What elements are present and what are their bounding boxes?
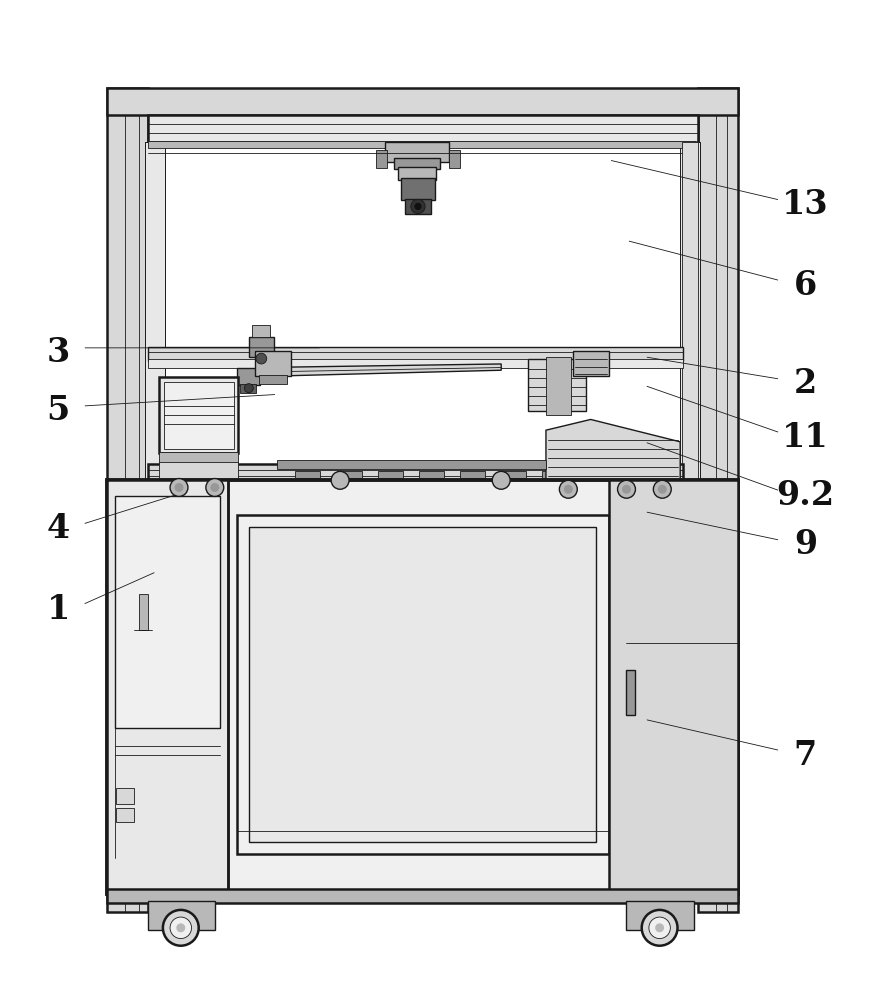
Bar	[116, 808, 134, 822]
Circle shape	[563, 485, 572, 494]
Bar	[148, 141, 695, 148]
Bar	[159, 462, 238, 482]
Text: 13: 13	[781, 188, 828, 221]
Circle shape	[210, 483, 219, 492]
Polygon shape	[259, 364, 501, 376]
Circle shape	[492, 471, 510, 489]
Text: 1: 1	[46, 593, 70, 626]
Circle shape	[256, 353, 266, 364]
Bar	[418, 471, 443, 478]
Bar	[249, 337, 274, 357]
Circle shape	[331, 471, 349, 489]
Bar	[164, 382, 233, 449]
Circle shape	[559, 480, 577, 498]
Circle shape	[410, 199, 425, 214]
Polygon shape	[107, 88, 148, 912]
Bar	[460, 471, 485, 478]
Bar	[449, 150, 460, 168]
Polygon shape	[545, 419, 679, 482]
Bar	[384, 142, 449, 162]
Bar	[159, 377, 238, 453]
Text: 2: 2	[793, 367, 816, 400]
Bar	[139, 594, 148, 630]
Bar	[148, 464, 682, 482]
Bar	[145, 142, 164, 482]
Bar	[626, 670, 634, 715]
Text: 6: 6	[793, 269, 816, 302]
Bar	[679, 142, 699, 482]
Bar	[159, 452, 238, 464]
Bar	[681, 142, 697, 482]
Bar	[148, 901, 215, 930]
Text: 9.2: 9.2	[776, 479, 833, 512]
Circle shape	[206, 479, 224, 496]
Bar	[626, 901, 693, 930]
Polygon shape	[697, 88, 738, 912]
Polygon shape	[107, 88, 738, 115]
Text: 3: 3	[46, 336, 70, 369]
Circle shape	[174, 483, 183, 492]
Bar	[545, 357, 570, 415]
Bar	[679, 142, 699, 482]
Bar	[258, 375, 287, 384]
Text: 4: 4	[46, 512, 70, 545]
Circle shape	[641, 910, 677, 946]
Circle shape	[163, 910, 198, 946]
Text: 5: 5	[46, 394, 70, 427]
Bar	[501, 471, 526, 478]
Circle shape	[170, 479, 188, 496]
Circle shape	[414, 203, 421, 210]
Circle shape	[654, 923, 663, 932]
Bar	[255, 351, 291, 376]
Circle shape	[657, 485, 666, 494]
Circle shape	[648, 917, 670, 939]
Bar	[542, 471, 567, 478]
Bar	[404, 199, 431, 214]
Bar	[527, 359, 586, 410]
Circle shape	[653, 480, 670, 498]
Bar	[377, 471, 402, 478]
Bar	[249, 527, 595, 842]
Bar	[572, 351, 608, 376]
Circle shape	[170, 917, 191, 939]
Bar	[608, 480, 738, 894]
Bar	[295, 471, 320, 478]
Bar	[114, 496, 220, 728]
Bar	[107, 480, 228, 894]
Circle shape	[621, 485, 630, 494]
Text: 11: 11	[781, 421, 828, 454]
Text: 9: 9	[793, 528, 816, 561]
Bar	[240, 384, 256, 393]
Circle shape	[617, 480, 635, 498]
Bar	[237, 515, 608, 854]
Bar	[393, 158, 440, 169]
Bar	[148, 359, 682, 368]
Bar	[237, 368, 259, 385]
Polygon shape	[148, 115, 697, 142]
Bar	[252, 325, 270, 337]
Bar	[148, 347, 682, 361]
Bar	[145, 142, 164, 482]
Circle shape	[176, 923, 185, 932]
Bar	[277, 460, 545, 469]
Bar	[398, 167, 435, 180]
Bar	[107, 480, 738, 894]
Bar	[375, 150, 386, 168]
Bar	[116, 788, 134, 804]
Bar	[336, 471, 361, 478]
Text: 7: 7	[793, 739, 816, 772]
Bar	[107, 889, 738, 903]
Bar	[401, 178, 434, 200]
Circle shape	[244, 384, 253, 393]
